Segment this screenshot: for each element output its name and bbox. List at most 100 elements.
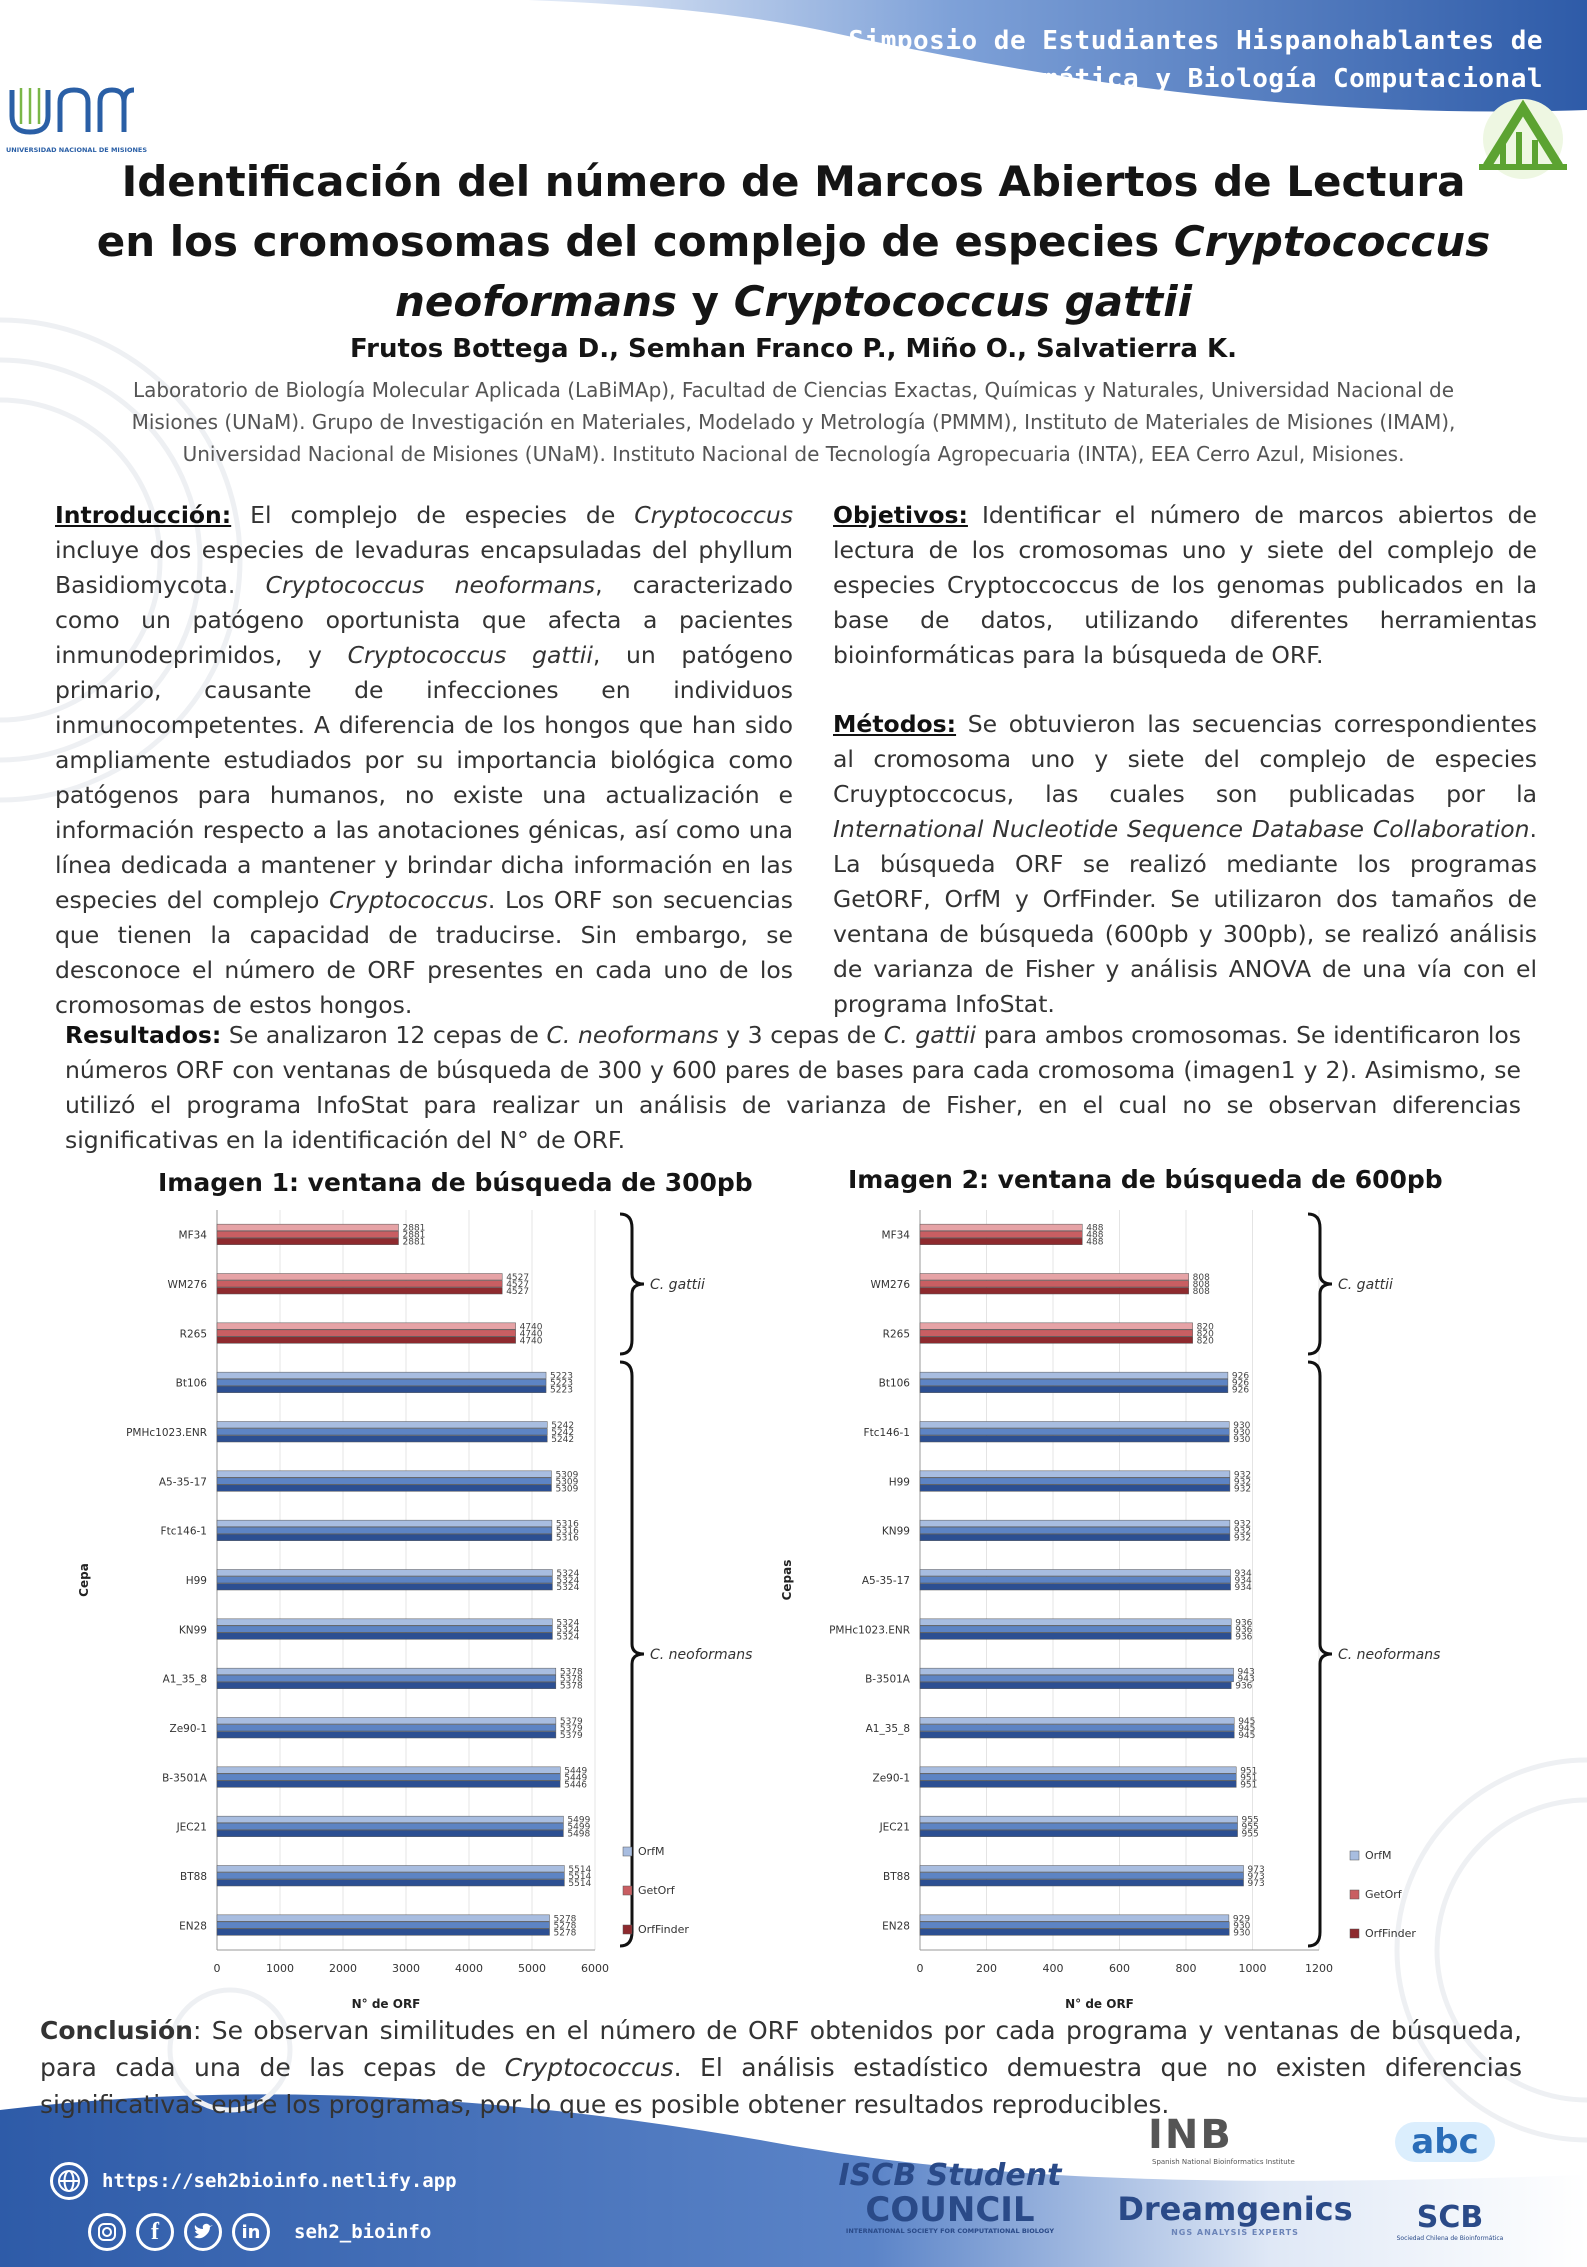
data-label: 5449	[564, 1766, 587, 1776]
data-label: 4527	[506, 1273, 529, 1283]
bar-getorf	[919, 1724, 1235, 1732]
bar-getorf	[919, 1674, 1234, 1682]
data-label: 932	[1234, 1527, 1251, 1537]
data-label: 934	[1235, 1569, 1252, 1579]
bar-getorf	[216, 1773, 561, 1781]
data-label: 936	[1235, 1625, 1252, 1635]
intro-italic: Cryptococcus neoformans	[265, 571, 596, 599]
bar-getorf	[919, 1921, 1230, 1929]
bar-orffinder	[216, 1435, 548, 1443]
legend-swatch	[1349, 1928, 1360, 1939]
results-italic: C. neoformans	[546, 1021, 719, 1049]
data-label: 5514	[568, 1865, 591, 1875]
title-species-gattii: Cryptococcus gattii	[733, 277, 1193, 326]
results-text: y 3 cepas de	[718, 1021, 884, 1049]
bar-orffinder	[919, 1336, 1193, 1344]
data-label: 932	[1234, 1520, 1251, 1530]
data-label: 5498	[567, 1830, 590, 1840]
bar-orfm	[216, 1618, 553, 1626]
introduction-section: Introducción: El complejo de especies de…	[55, 498, 793, 1023]
instagram-icon[interactable]	[88, 2213, 126, 2251]
symposium-logo-graphic	[1479, 99, 1567, 179]
bar-orffinder	[216, 1484, 552, 1492]
poster-title: Identificación del número de Marcos Abie…	[90, 152, 1497, 332]
website-link[interactable]: https://seh2bioinfo.netlify.app	[102, 2170, 457, 2192]
title-conjunction: y	[677, 277, 734, 326]
bar-orfm	[919, 1519, 1231, 1527]
data-label: 808	[1193, 1273, 1210, 1283]
x-axis-title: N° de ORF	[352, 1997, 421, 2011]
methods-section: Métodos: Se obtuvieron las secuencias co…	[833, 707, 1537, 1022]
category-label: H99	[186, 1575, 207, 1587]
x-tick-label: 1200	[1305, 1962, 1333, 1975]
title-species-neoformans: Cryptococcus neoformans	[394, 217, 1491, 326]
bar-orffinder	[216, 1829, 564, 1837]
methods-heading: Métodos:	[833, 710, 957, 738]
data-label: 951	[1240, 1780, 1257, 1790]
data-label: 5242	[551, 1428, 574, 1438]
website-row: https://seh2bioinfo.netlify.app	[50, 2162, 457, 2200]
legend-swatch	[1349, 1889, 1360, 1900]
conclusion-italic: Cryptococcus	[504, 2053, 674, 2082]
social-handle[interactable]: seh2_bioinfo	[294, 2221, 432, 2243]
bar-orfm	[919, 1914, 1230, 1922]
bar-orffinder	[216, 1780, 561, 1788]
data-label: 932	[1234, 1484, 1251, 1494]
data-label: 932	[1234, 1470, 1251, 1480]
data-label: 4740	[520, 1336, 543, 1346]
bar-orffinder	[216, 1336, 516, 1344]
bar-orffinder	[919, 1237, 1083, 1245]
bar-getorf	[919, 1872, 1244, 1880]
dreamgenics-logo-subtitle: NGS ANALYSIS EXPERTS	[1171, 2228, 1299, 2237]
scb-logo-text: SCB	[1416, 2200, 1484, 2235]
bar-orfm	[919, 1421, 1230, 1429]
data-label: 5316	[556, 1527, 579, 1537]
data-label: 5242	[551, 1421, 574, 1431]
data-label: 5309	[555, 1477, 578, 1487]
bar-orfm	[919, 1667, 1234, 1675]
bar-orfm	[216, 1717, 557, 1725]
category-label: EN28	[882, 1920, 910, 1932]
data-label: 936	[1235, 1618, 1252, 1628]
facebook-icon[interactable]: f	[136, 2213, 174, 2251]
data-label: 5223	[550, 1386, 573, 1396]
bar-orfm	[919, 1223, 1083, 1231]
legend-label: GetOrf	[1365, 1888, 1403, 1901]
data-label: 820	[1197, 1336, 1214, 1346]
category-label: MF34	[179, 1230, 208, 1242]
data-label: 820	[1197, 1329, 1214, 1339]
category-label: R265	[180, 1328, 207, 1340]
bar-orfm	[919, 1865, 1244, 1873]
linkedin-icon[interactable]: in	[232, 2213, 270, 2251]
category-label: JEC21	[176, 1822, 207, 1834]
x-tick-label: 800	[1176, 1962, 1197, 1975]
bar-getorf	[216, 1822, 564, 1830]
bar-orffinder	[919, 1632, 1232, 1640]
category-label: Ftc146-1	[864, 1427, 910, 1439]
bar-orffinder	[919, 1287, 1189, 1295]
data-label: 5278	[554, 1914, 577, 1924]
category-label: Ftc146-1	[161, 1526, 207, 1538]
data-label: 926	[1232, 1379, 1249, 1389]
category-label: Bt106	[176, 1378, 208, 1390]
bar-orffinder	[216, 1928, 550, 1936]
x-tick-label: 6000	[581, 1962, 609, 1975]
data-label: 5378	[560, 1675, 583, 1685]
x-tick-label: 1000	[266, 1962, 294, 1975]
results-italic: C. gattii	[883, 1021, 977, 1049]
data-label: 2881	[403, 1238, 426, 1248]
data-label: 930	[1233, 1421, 1250, 1431]
methods-italic: International Nucleotide Sequence Databa…	[833, 815, 1530, 843]
conclusion-text: . El análisis estadístico demuestra que …	[40, 2053, 1522, 2119]
bar-getorf	[216, 1921, 550, 1929]
bar-orffinder	[919, 1583, 1231, 1591]
category-label: A5-35-17	[862, 1575, 910, 1587]
introduction-heading: Introducción:	[55, 501, 232, 529]
twitter-icon[interactable]	[184, 2213, 222, 2251]
data-label: 951	[1240, 1773, 1257, 1783]
authors: Frutos Bottega D., Semhan Franco P., Miñ…	[350, 334, 1237, 364]
data-label: 936	[1235, 1632, 1252, 1642]
bar-getorf	[216, 1230, 399, 1238]
data-label: 5324	[556, 1632, 579, 1642]
intro-italic: Cryptococcus	[634, 501, 793, 529]
